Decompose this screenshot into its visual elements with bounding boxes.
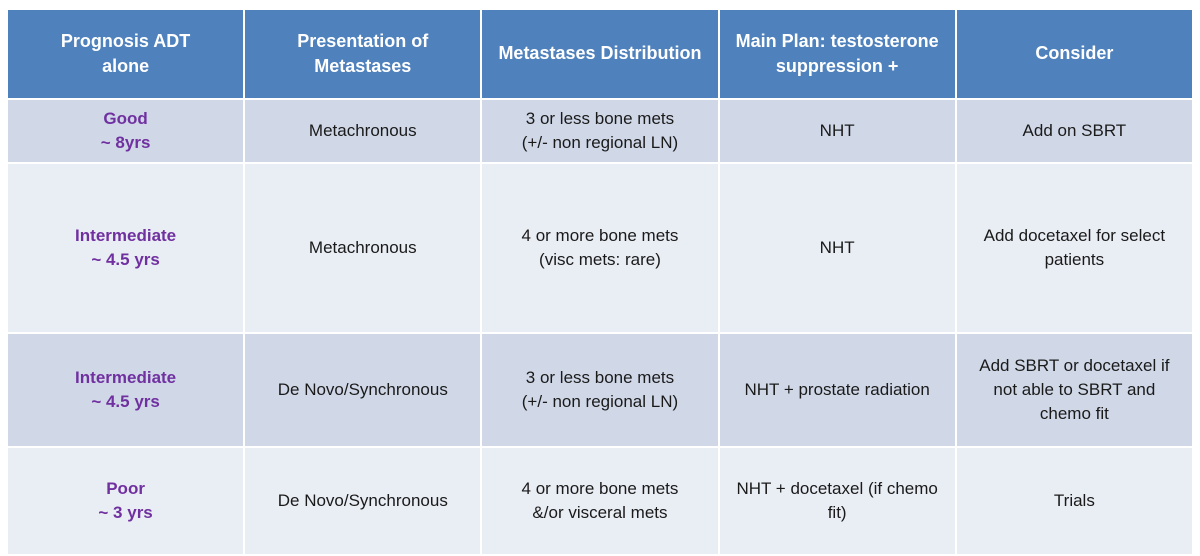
header-text: Main Plan: testosterone: [735, 30, 939, 51]
prostate-treatment-table-container: Prognosis ADT alone Presentation of Meta…: [5, 8, 1195, 556]
header-text: Metastases: [314, 56, 412, 76]
cell-prognosis: Poor ~ 3 yrs: [5, 446, 246, 556]
cell-text: patients: [1044, 250, 1105, 269]
cell-text: 3 or less bone mets: [525, 109, 675, 129]
cell-text: Add docetaxel for select: [983, 226, 1166, 246]
cell-text: NHT: [819, 238, 855, 258]
cell-distribution: 4 or more bone mets (visc mets: rare): [480, 162, 720, 334]
cell-consider: Add SBRT or docetaxel if not able to SBR…: [954, 332, 1195, 448]
cell-text: fit): [827, 503, 847, 522]
cell-prognosis: Intermediate ~ 4.5 yrs: [5, 332, 246, 448]
cell-distribution: 4 or more bone mets &/or visceral mets: [480, 446, 720, 556]
cell-distribution: 3 or less bone mets (+/- non regional LN…: [480, 332, 720, 448]
header-text: Prognosis ADT: [60, 30, 191, 51]
table-row: Good ~ 8yrs Metachronous 3 or less bone …: [5, 98, 1195, 164]
table-row: Poor ~ 3 yrs De Novo/Synchronous 4 or mo…: [5, 446, 1195, 556]
cell-text: De Novo/Synchronous: [277, 491, 448, 511]
table-row: Intermediate ~ 4.5 yrs Metachronous 4 or…: [5, 162, 1195, 334]
cell-text: 4 or more bone mets: [521, 479, 679, 499]
cell-text: ~ 8yrs: [100, 133, 151, 152]
header-consider: Consider: [954, 8, 1195, 100]
cell-plan: NHT: [717, 162, 957, 334]
cell-text: (+/- non regional LN): [521, 133, 679, 152]
cell-text: (visc mets: rare): [539, 250, 661, 269]
cell-prognosis: Good ~ 8yrs: [5, 98, 246, 164]
cell-presentation: Metachronous: [243, 98, 483, 164]
cell-text: Intermediate: [75, 226, 177, 246]
cell-consider: Add on SBRT: [954, 98, 1195, 164]
header-main-plan: Main Plan: testosterone suppression +: [717, 8, 957, 100]
cell-text: Metachronous: [308, 238, 417, 258]
cell-plan: NHT: [717, 98, 957, 164]
cell-presentation: De Novo/Synchronous: [243, 332, 483, 448]
cell-text: Trials: [1053, 491, 1095, 511]
header-text: Presentation of: [297, 30, 429, 51]
header-text: suppression +: [775, 56, 899, 76]
header-text: Consider: [1035, 43, 1114, 64]
header-text: Metastases Distribution: [498, 43, 702, 64]
cell-text: ~ 4.5 yrs: [91, 250, 160, 269]
cell-plan: NHT + docetaxel (if chemo fit): [717, 446, 957, 556]
cell-text: chemo fit: [1039, 403, 1109, 423]
cell-text: Good: [103, 109, 148, 129]
cell-text: Add on SBRT: [1022, 121, 1127, 141]
cell-text: not able to SBRT and: [993, 380, 1156, 400]
cell-presentation: Metachronous: [243, 162, 483, 334]
cell-text: (+/- non regional LN): [521, 392, 679, 411]
table-row: Intermediate ~ 4.5 yrs De Novo/Synchrono…: [5, 332, 1195, 448]
cell-text: ~ 3 yrs: [98, 503, 153, 522]
header-text: alone: [102, 56, 150, 76]
cell-text: &/or visceral mets: [532, 503, 668, 522]
prostate-treatment-table: Prognosis ADT alone Presentation of Meta…: [5, 8, 1195, 556]
cell-text: Intermediate: [75, 368, 177, 388]
header-distribution: Metastases Distribution: [480, 8, 720, 100]
cell-text: Metachronous: [308, 121, 417, 141]
header-prognosis: Prognosis ADT alone: [5, 8, 246, 100]
cell-presentation: De Novo/Synchronous: [243, 446, 483, 556]
cell-text: Add SBRT or docetaxel if: [979, 356, 1170, 376]
cell-text: Poor: [106, 479, 145, 499]
cell-plan: NHT + prostate radiation: [717, 332, 957, 448]
cell-distribution: 3 or less bone mets (+/- non regional LN…: [480, 98, 720, 164]
cell-consider: Trials: [954, 446, 1195, 556]
header-presentation: Presentation of Metastases: [243, 8, 483, 100]
cell-text: 4 or more bone mets: [521, 226, 679, 246]
cell-text: NHT + prostate radiation: [744, 380, 930, 400]
cell-text: ~ 4.5 yrs: [91, 392, 160, 411]
cell-text: NHT: [819, 121, 855, 141]
cell-text: NHT + docetaxel (if chemo: [736, 479, 938, 499]
cell-consider: Add docetaxel for select patients: [954, 162, 1195, 334]
cell-text: De Novo/Synchronous: [277, 380, 448, 400]
cell-text: 3 or less bone mets: [525, 368, 675, 388]
cell-prognosis: Intermediate ~ 4.5 yrs: [5, 162, 246, 334]
header-row: Prognosis ADT alone Presentation of Meta…: [5, 8, 1195, 100]
